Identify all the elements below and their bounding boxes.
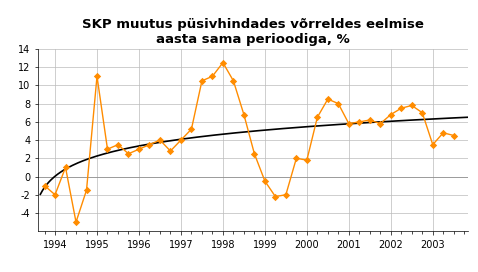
Point xyxy=(429,143,436,147)
Point xyxy=(418,110,426,115)
Point xyxy=(208,74,216,78)
Point xyxy=(198,79,206,83)
Point xyxy=(335,101,342,106)
Point xyxy=(114,143,122,147)
Point xyxy=(41,183,48,188)
Point xyxy=(72,220,80,224)
Point xyxy=(272,194,279,199)
Point xyxy=(377,122,384,126)
Point xyxy=(156,138,164,142)
Point xyxy=(345,122,353,126)
Point xyxy=(240,112,248,117)
Point xyxy=(83,188,90,192)
Point xyxy=(324,97,332,101)
Point xyxy=(125,152,132,156)
Point xyxy=(261,179,269,183)
Point xyxy=(93,74,101,78)
Point xyxy=(387,112,395,117)
Point xyxy=(62,165,69,170)
Point xyxy=(398,106,405,110)
Point xyxy=(366,118,374,122)
Point xyxy=(219,60,227,65)
Point xyxy=(250,152,258,156)
Point xyxy=(356,120,363,124)
Point xyxy=(229,79,237,83)
Point xyxy=(282,193,290,197)
Point xyxy=(104,147,111,151)
Point xyxy=(314,115,321,119)
Point xyxy=(303,158,311,162)
Title: SKP muutus püsivhindades võrreldes eelmise
aasta sama perioodiga, %: SKP muutus püsivhindades võrreldes eelmi… xyxy=(82,18,424,47)
Point xyxy=(135,147,143,151)
Point xyxy=(293,156,300,160)
Point xyxy=(167,149,174,153)
Point xyxy=(146,143,153,147)
Point xyxy=(177,138,185,142)
Point xyxy=(450,133,457,138)
Point xyxy=(51,193,59,197)
Point xyxy=(187,127,195,131)
Point xyxy=(439,131,447,135)
Point xyxy=(408,103,415,108)
